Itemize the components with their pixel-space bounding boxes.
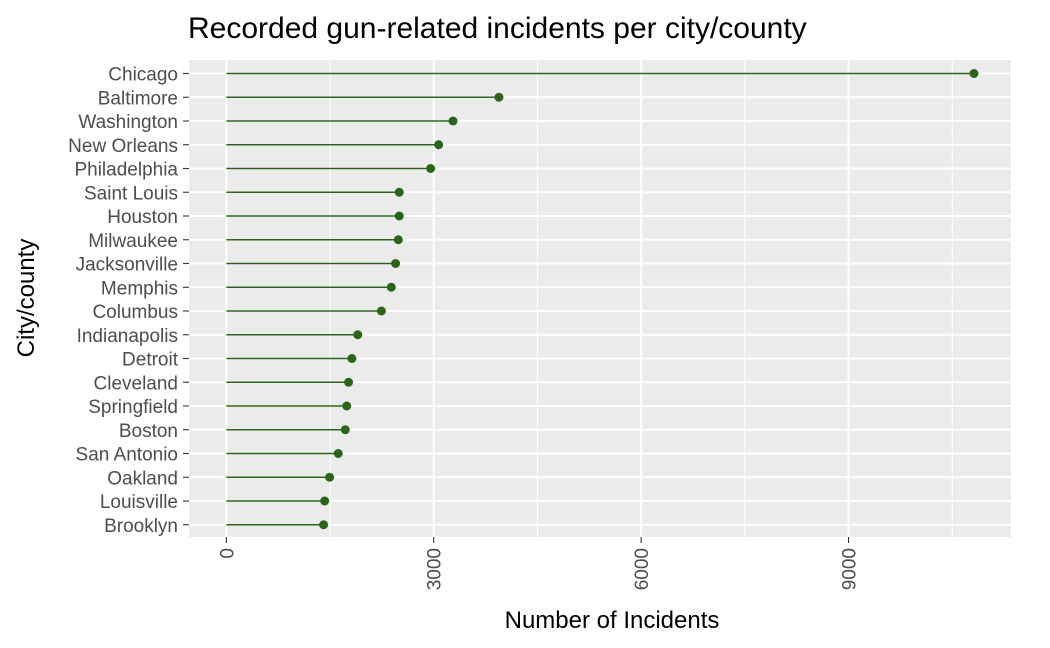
y-tick-label: Louisville [100, 492, 178, 513]
y-tick-label: Cleveland [94, 373, 179, 394]
x-tick-label: 3000 [425, 548, 446, 590]
lollipop-point [386, 282, 396, 292]
y-tick-label: Boston [119, 421, 178, 442]
lollipop-point [333, 449, 343, 458]
lollipop-point [320, 496, 330, 506]
y-tick-label: Oakland [107, 468, 178, 489]
lollipop-point [393, 235, 403, 245]
y-tick-label: Houston [107, 207, 178, 228]
y-tick-label: Saint Louis [84, 183, 178, 204]
y-tick-label: Chicago [108, 65, 178, 86]
plot-panel [189, 60, 1011, 537]
y-tick-label: Indianapolis [77, 326, 178, 347]
y-tick-label: Baltimore [98, 88, 178, 109]
lollipop-point [347, 354, 357, 363]
lollipop-point [319, 520, 329, 530]
lollipop-point [494, 92, 504, 102]
lollipop-point [376, 306, 386, 316]
lollipop-point [391, 259, 401, 268]
lollipop-point [394, 211, 404, 221]
y-tick-label: Jacksonville [76, 255, 178, 276]
y-axis-title: City/county [13, 239, 40, 358]
y-tick-label: Columbus [92, 302, 178, 323]
y-tick-label: Springfield [88, 397, 178, 418]
lollipop-point [434, 140, 444, 150]
y-tick-label: Milwaukee [88, 231, 178, 252]
lollipop-point [342, 401, 352, 411]
y-tick-label: Philadelphia [74, 160, 178, 181]
lollipop-point [426, 164, 436, 173]
x-tick-label: 0 [217, 548, 238, 559]
y-tick-label: Detroit [122, 350, 179, 371]
y-tick-label: San Antonio [76, 445, 178, 466]
x-tick-label: 6000 [632, 548, 653, 590]
chart-title: Recorded gun-related incidents per city/… [188, 12, 807, 45]
lollipop-point [344, 377, 354, 387]
lollipop-point [340, 425, 350, 435]
lollipop-point [394, 187, 404, 197]
x-axis-title: Number of Incidents [505, 607, 720, 634]
lollipop-point [448, 116, 458, 126]
marks-layer [226, 69, 979, 530]
y-tick-label: Washington [78, 112, 178, 133]
x-tick-label: 9000 [840, 548, 861, 590]
lollipop-point [969, 69, 979, 78]
y-tick-label: Brooklyn [104, 516, 178, 537]
lollipop-point [325, 472, 335, 482]
y-tick-label: Memphis [101, 278, 178, 299]
lollipop-point [353, 330, 363, 340]
y-tick-label: New Orleans [68, 136, 178, 157]
